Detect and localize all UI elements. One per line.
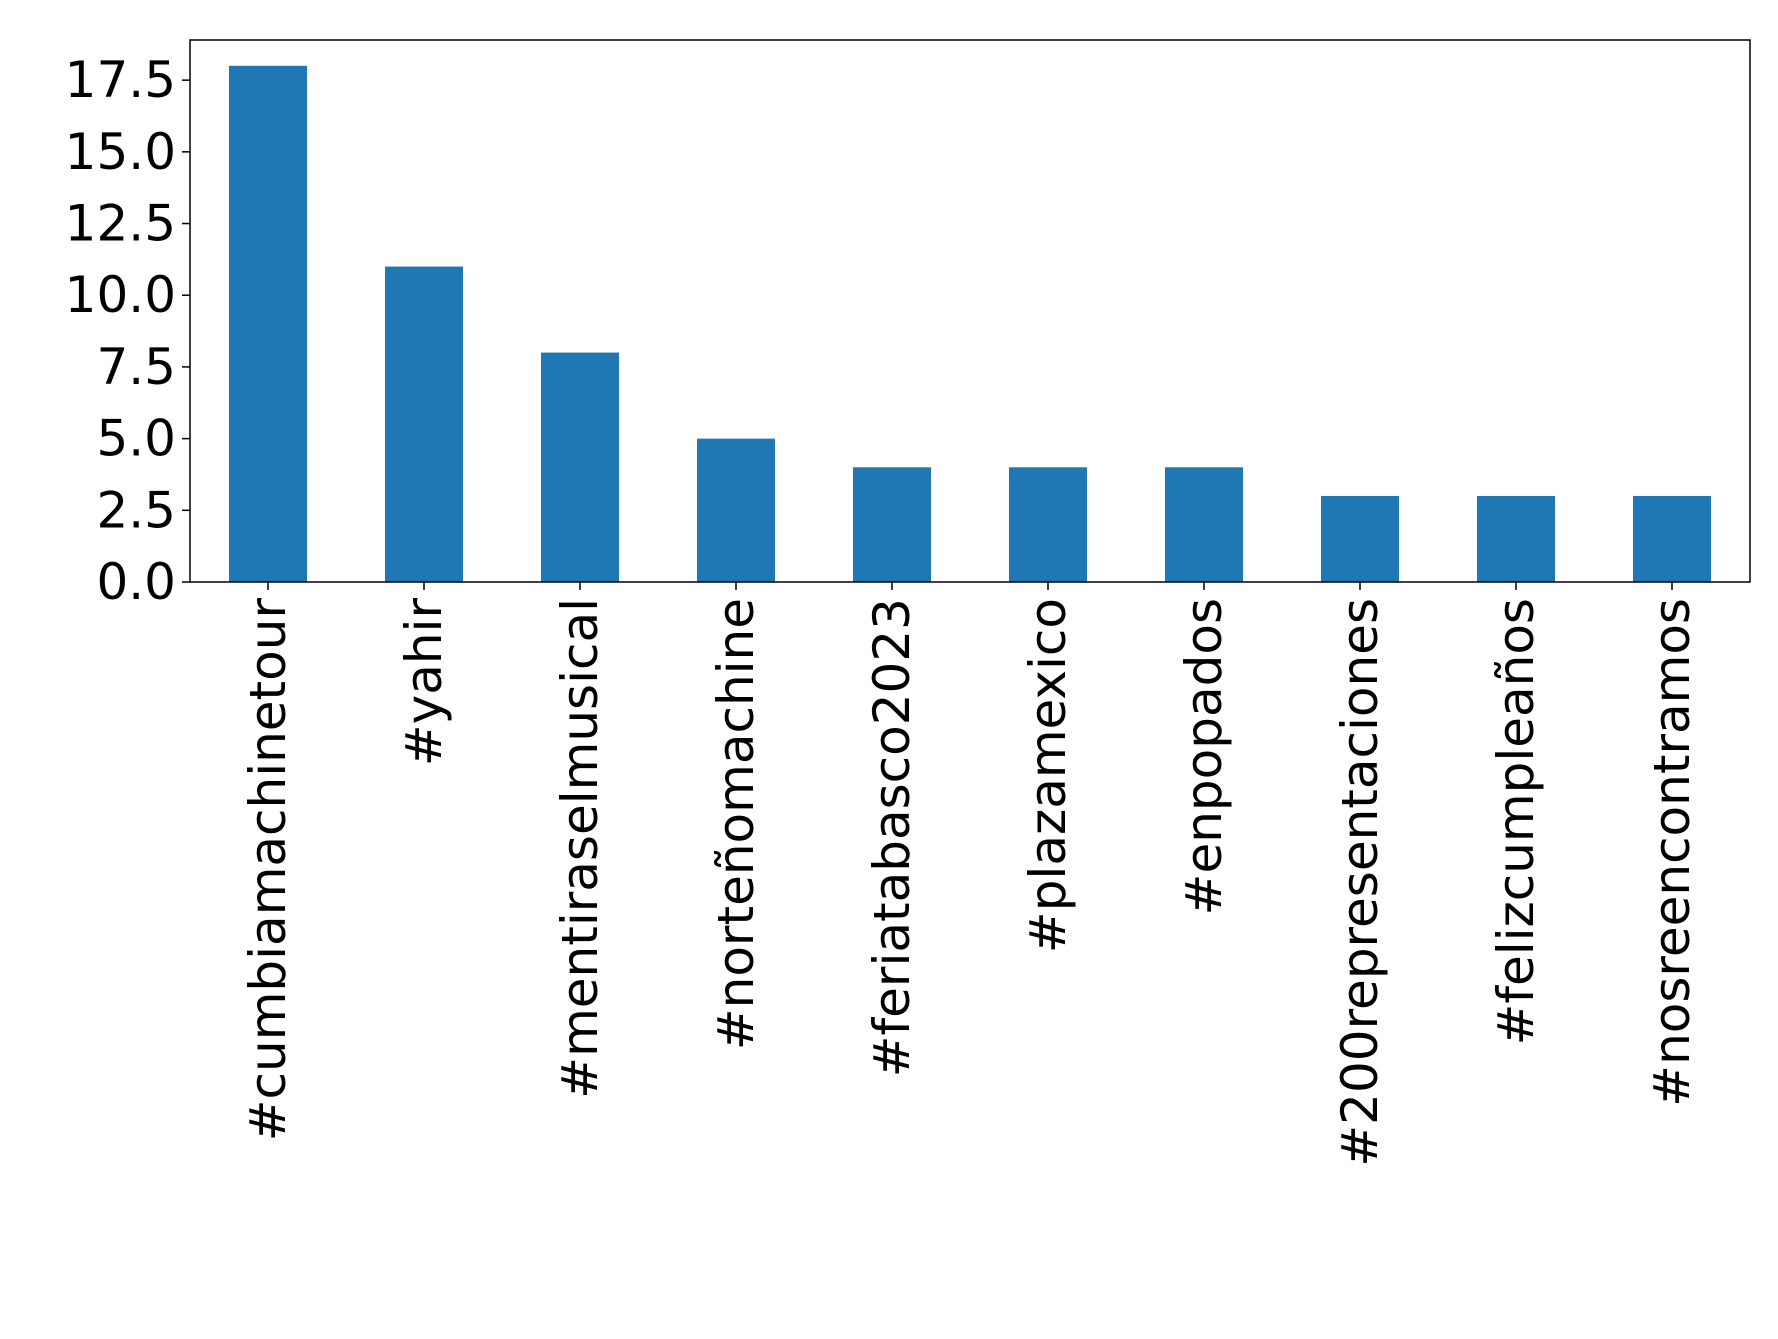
x-tick-label: #cumbiamachinetour bbox=[239, 598, 297, 1142]
x-axis-ticks: #cumbiamachinetour #yahir #mentiraselmusic… bbox=[239, 582, 1701, 1167]
bars-group bbox=[229, 65, 1711, 583]
y-tick-label: 12.5 bbox=[65, 195, 176, 253]
bar bbox=[541, 352, 619, 582]
bar bbox=[1009, 467, 1087, 582]
x-tick-label: #felizcumpleaños bbox=[1487, 598, 1545, 1046]
y-tick-label: 2.5 bbox=[96, 481, 176, 539]
x-tick-label: #yahir bbox=[395, 598, 453, 767]
x-tick-label: #enpopados bbox=[1175, 598, 1233, 915]
bar bbox=[1165, 467, 1243, 582]
x-tick-label: #plazamexico bbox=[1019, 598, 1077, 953]
x-tick-label: #mentiraselmusical bbox=[551, 598, 609, 1099]
x-tick-label: #feriatabasco2023 bbox=[863, 598, 921, 1077]
bar bbox=[1321, 495, 1399, 582]
bar bbox=[1633, 495, 1711, 582]
bar bbox=[697, 438, 775, 582]
bar bbox=[385, 266, 463, 582]
x-tick-label: #norteñomachine bbox=[707, 598, 765, 1050]
x-tick-label: #200representaciones bbox=[1331, 598, 1389, 1167]
bar bbox=[1477, 495, 1555, 582]
y-tick-label: 5.0 bbox=[96, 410, 176, 468]
x-tick-label: #nosreencontramos bbox=[1643, 598, 1701, 1107]
y-tick-label: 0.0 bbox=[96, 553, 176, 611]
y-axis-ticks: 0.0 2.5 5.0 7.5 10.0 12.5 15.0 17.5 bbox=[65, 51, 190, 611]
plot-frame bbox=[189, 39, 1751, 583]
bar bbox=[853, 467, 931, 582]
y-tick-label: 10.0 bbox=[65, 266, 176, 324]
y-tick-label: 7.5 bbox=[96, 338, 176, 396]
y-tick-label: 15.0 bbox=[65, 123, 176, 181]
bar bbox=[229, 65, 307, 583]
y-tick-label: 17.5 bbox=[65, 51, 176, 109]
